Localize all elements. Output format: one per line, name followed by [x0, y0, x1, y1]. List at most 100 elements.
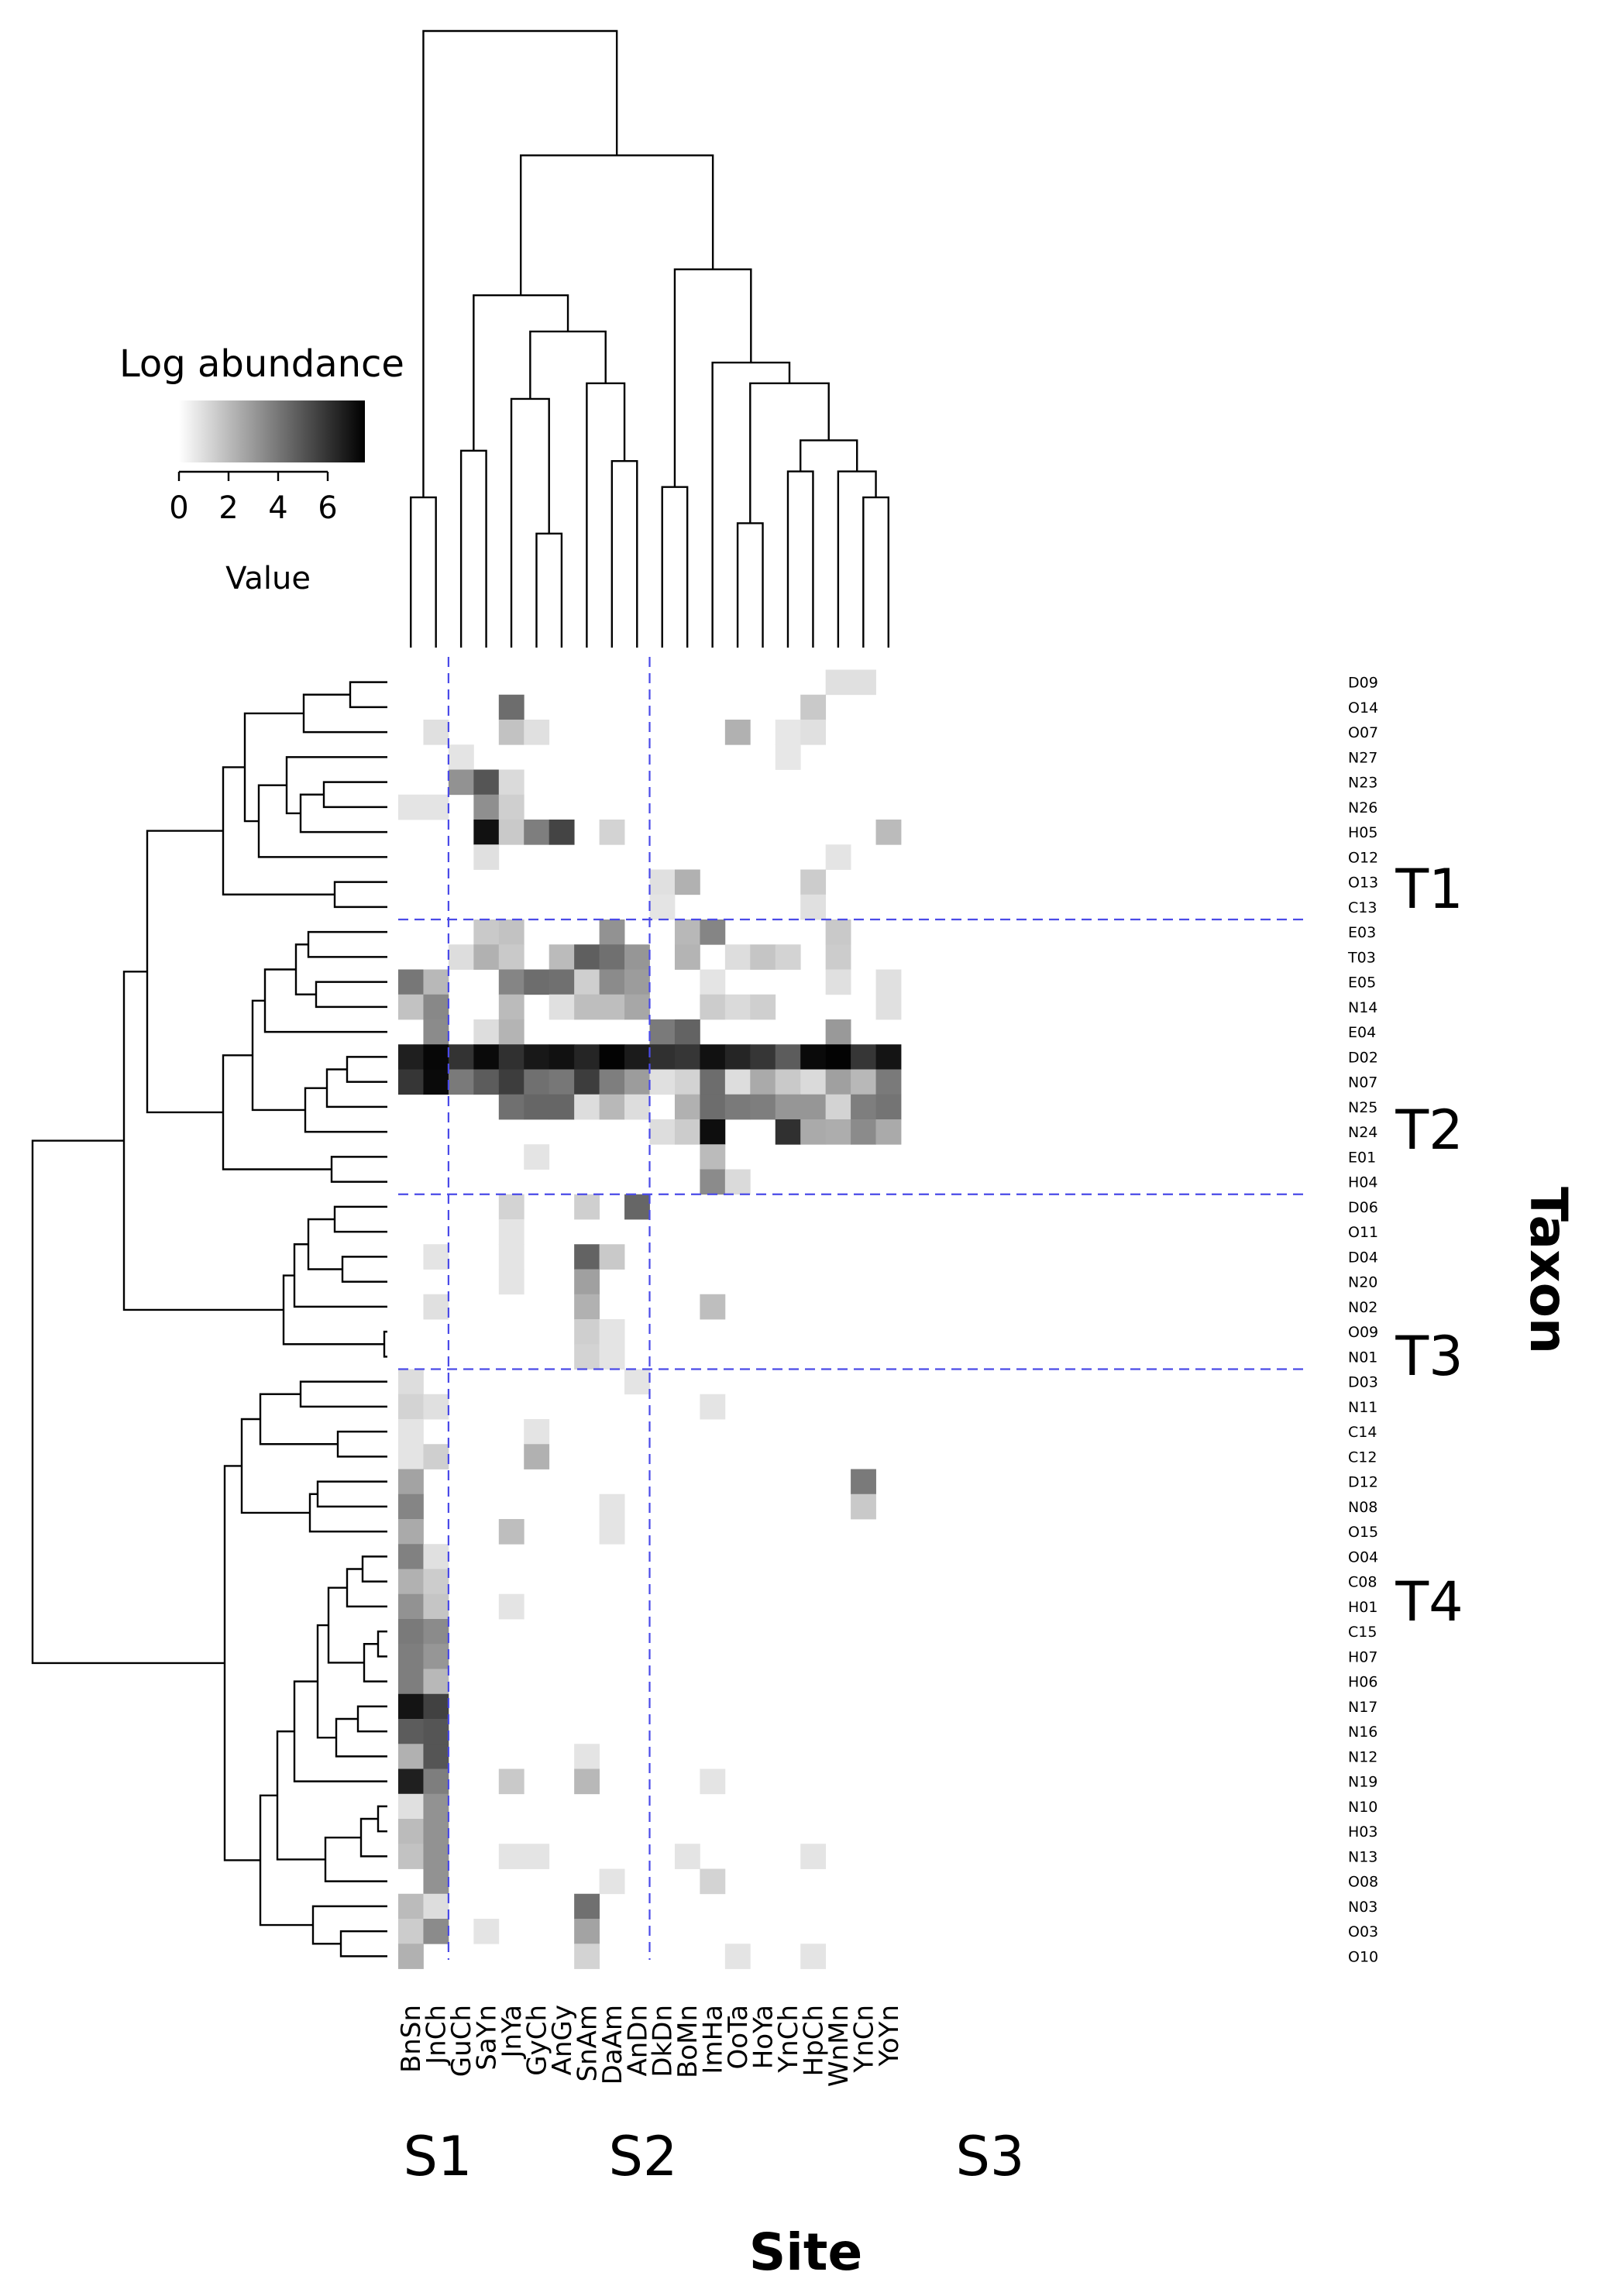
heatmap-cell-N25-DaAm [599, 1094, 625, 1120]
column-label-HpCh: HpCh [798, 2005, 829, 2076]
row-label-O15: O15 [1348, 1524, 1378, 1541]
heatmap-cell-N19-BnSn [398, 1768, 424, 1795]
heatmap-cell-E04-BoMn [674, 1019, 700, 1045]
heatmap-cell-O13-DkDn [649, 869, 676, 895]
heatmap-cell-D02-YnCn [851, 1044, 876, 1070]
heatmap-cell-N07-GyCh [524, 1069, 550, 1095]
row-label-O09: O09 [1348, 1324, 1378, 1341]
heatmap-cell-N26-SaYn [473, 794, 500, 820]
heatmap-cell-D02-YoYn [875, 1044, 902, 1070]
heatmap-cell-D06-JnYa [498, 1194, 524, 1220]
heatmap-cell-C15-BnSn [398, 1619, 424, 1645]
heatmap-cell-C14-GyCh [524, 1419, 550, 1445]
column-label-SnAm: SnAm [572, 2005, 603, 2082]
heatmap-cell-E05-GyCh [524, 969, 550, 995]
heatmap-cell-O15-JnYa [498, 1519, 524, 1545]
row-label-E04: E04 [1348, 1024, 1376, 1041]
row-label-N01: N01 [1348, 1349, 1377, 1366]
heatmap-cell-O09-DaAm [599, 1319, 625, 1345]
row-label-N13: N13 [1348, 1848, 1377, 1865]
heatmap-cell-C14-BnSn [398, 1419, 424, 1445]
heatmap-cell-N27-YnCh [775, 744, 801, 770]
heatmap-cell-N14-ImHa [700, 994, 726, 1020]
heatmap-cell-E04-WnMn [825, 1019, 851, 1045]
row-label-O10: O10 [1348, 1948, 1378, 1965]
heatmap-cell-N25-JnYa [498, 1094, 524, 1120]
row-label-N19: N19 [1348, 1774, 1377, 1791]
heatmap-cell-N24-DkDn [649, 1119, 676, 1145]
row-label-N07: N07 [1348, 1074, 1377, 1091]
column-label-HoYa: HoYa [748, 2005, 779, 2069]
column-label-YoYn: YoYn [874, 2005, 905, 2067]
heatmap-cell-N02-ImHa [700, 1294, 726, 1320]
heatmap-cell-O10-SnAm [574, 1944, 600, 1969]
heatmap-cell-N03-BnSn [398, 1893, 424, 1920]
heatmap-cell-N24-ImHa [700, 1119, 726, 1145]
heatmap-cell-D02-WnMn [825, 1044, 851, 1070]
heatmap-cell-D02-JnCh [423, 1044, 449, 1070]
heatmap-cell-E05-DaAm [599, 969, 625, 995]
row-label-N24: N24 [1348, 1124, 1377, 1141]
heatmap-cell-T03-GuCh [448, 944, 474, 970]
heatmap-cell-H04-OoTa [724, 1169, 751, 1195]
row-label-N27: N27 [1348, 749, 1377, 766]
heatmap-cell-T03-YnCh [775, 944, 801, 970]
heatmap-cell-N25-ImHa [700, 1094, 726, 1120]
column-label-YnCh: YnCh [773, 2005, 804, 2074]
column-label-JnYa: JnYa [497, 2005, 528, 2060]
heatmap-cell-N08-YnCn [851, 1493, 876, 1520]
column-label-BnSn: BnSn [396, 2005, 427, 2073]
heatmap-cell-C12-GyCh [524, 1444, 550, 1469]
heatmap-cell-O15-DaAm [599, 1519, 625, 1545]
row-label-D12: D12 [1348, 1474, 1378, 1491]
heatmap-cell-N13-GyCh [524, 1844, 550, 1869]
row-label-O03: O03 [1348, 1923, 1378, 1940]
heatmap-cell-N14-OoTa [724, 994, 751, 1020]
heatmap-cell-N13-BnSn [398, 1844, 424, 1869]
heatmap-cell-D02-BoMn [674, 1044, 700, 1070]
heatmap-cell-N07-GuCh [448, 1069, 474, 1095]
column-label-JnCh: JnCh [421, 2005, 452, 2066]
heatmap-cell-N07-HoYa [750, 1069, 776, 1095]
row-label-D04: D04 [1348, 1249, 1378, 1266]
heatmap-cell-O08-ImHa [700, 1868, 726, 1895]
color-key-title: Log abundance [119, 342, 404, 386]
heatmap-cell-N10-JnCh [423, 1793, 449, 1820]
heatmap-cell-O12-WnMn [825, 844, 851, 870]
heatmap-cell-N13-BoMn [674, 1844, 700, 1869]
color-key-tick-label: 6 [318, 490, 337, 526]
column-label-AnDn: AnDn [622, 2005, 653, 2077]
heatmap-cell-T03-OoTa [724, 944, 751, 970]
heatmap-cell-E05-SnAm [574, 969, 600, 995]
heatmap-cell-H07-BnSn [398, 1644, 424, 1669]
heatmap-cell-N14-DaAm [599, 994, 625, 1020]
row-group-label-t3: T3 [1395, 1325, 1463, 1388]
heatmap-cell-N25-YoYn [875, 1094, 902, 1120]
heatmap-cell-H05-YoYn [875, 820, 902, 845]
row-label-O13: O13 [1348, 875, 1378, 892]
heatmap-cells [398, 669, 902, 1969]
heatmap-cell-H05-GyCh [524, 820, 550, 845]
column-label-AnGy: AnGy [547, 2005, 578, 2075]
row-label-C08: C08 [1348, 1574, 1377, 1591]
heatmap-cell-E03-SaYn [473, 919, 500, 945]
heatmap-cell-N12-BnSn [398, 1744, 424, 1769]
heatmap-cell-N11-JnCh [423, 1394, 449, 1420]
heatmap-cell-O08-JnCh [423, 1868, 449, 1895]
row-label-O08: O08 [1348, 1874, 1378, 1891]
group-labels: S1 S2 S3 T1 T2 T3 T4 [404, 858, 1463, 2188]
heatmap-cell-H03-JnCh [423, 1819, 449, 1844]
heatmap-cell-H05-DaAm [599, 820, 625, 845]
row-dendrogram-link-root [31, 1139, 225, 1665]
heatmap-cell-E05-AnGy [549, 969, 575, 995]
row-label-D03: D03 [1348, 1374, 1378, 1391]
heatmap-cell-O03-JnCh [423, 1919, 449, 1944]
heatmap-cell-D02-DkDn [649, 1044, 676, 1070]
row-label-N14: N14 [1348, 999, 1377, 1016]
heatmap-cell-N25-WnMn [825, 1094, 851, 1120]
column-group-label-s2: S2 [609, 2125, 678, 2188]
row-label-N12: N12 [1348, 1748, 1377, 1765]
row-label-C14: C14 [1348, 1424, 1377, 1441]
row-label-E03: E03 [1348, 924, 1376, 941]
heatmap-cell-E03-WnMn [825, 919, 851, 945]
